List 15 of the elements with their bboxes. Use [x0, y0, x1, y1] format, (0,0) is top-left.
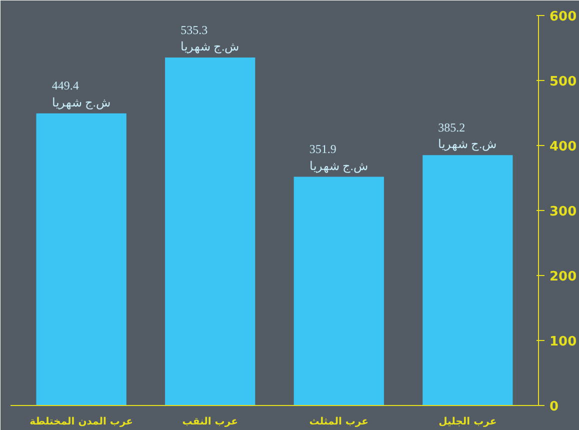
y-tick-label: 200: [550, 270, 577, 284]
y-tick-label: 100: [550, 334, 577, 350]
bar: [165, 58, 256, 406]
y-tick-label: 500: [550, 74, 577, 90]
y-tick-label: 300: [550, 204, 577, 220]
y-tick-label: 400: [550, 140, 577, 154]
y-tick-label: 0: [550, 400, 559, 414]
x-tick-label: عرب المثلث: [309, 416, 368, 428]
x-tick-label: عرب النقب: [182, 416, 238, 428]
x-tick-label: عرب المدن المختلطة: [30, 416, 133, 428]
bar: [294, 176, 384, 406]
y-tick-label: 600: [550, 10, 577, 24]
bar: [422, 155, 513, 406]
bar: [36, 113, 126, 406]
x-tick-label: عرب الجليل: [438, 416, 497, 428]
